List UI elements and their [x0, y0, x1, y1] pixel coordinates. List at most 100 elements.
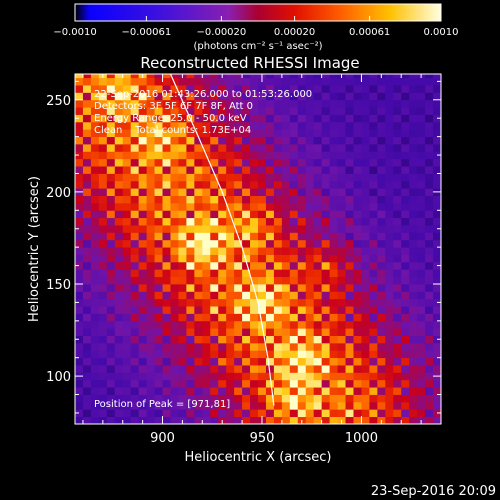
heatmap-cell [361, 261, 370, 270]
heatmap-cell [146, 180, 155, 189]
heatmap-cell [265, 121, 275, 130]
heatmap-cell [162, 335, 171, 344]
heatmap-cell [353, 276, 362, 285]
heatmap-cell [401, 173, 410, 182]
heatmap-cell [242, 114, 251, 123]
heatmap-cell [122, 254, 132, 263]
colorbar-label: (photons cm⁻² s⁻¹ asec⁻²) [193, 41, 322, 52]
heatmap-cell [289, 342, 299, 351]
heatmap-cell [90, 77, 100, 86]
heatmap-cell [218, 387, 227, 395]
heatmap-cell [122, 74, 132, 79]
heatmap-cell [313, 416, 323, 424]
heatmap-cell [281, 401, 291, 410]
heatmap-cell [258, 144, 267, 152]
heatmap-cell [369, 173, 378, 182]
heatmap-cell [154, 92, 163, 101]
heatmap-cell [417, 173, 426, 182]
annotation-energy-range: Energy Range: 25.0 - 50.0 keV [94, 113, 247, 124]
heatmap-cell [138, 136, 148, 145]
heatmap-cell [361, 365, 370, 373]
heatmap-cell [377, 136, 386, 145]
heatmap-cell [194, 394, 203, 403]
heatmap-cell [154, 225, 163, 233]
heatmap-cell [305, 357, 315, 366]
heatmap-cell [138, 284, 148, 292]
heatmap-cell [234, 136, 243, 145]
heatmap-cell [305, 99, 315, 108]
heatmap-cell [345, 239, 354, 248]
heatmap-cell [401, 401, 410, 410]
heatmap-cell [393, 372, 402, 381]
heatmap-cell [361, 151, 370, 160]
heatmap-cell [138, 77, 148, 86]
heatmap-cell [258, 136, 267, 145]
heatmap-cell [433, 195, 441, 204]
heatmap-cell [194, 74, 203, 79]
heatmap-cell [329, 342, 338, 351]
heatmap-cell [417, 269, 426, 278]
heatmap-cell [218, 136, 227, 145]
heatmap-cell [250, 401, 259, 410]
heatmap-cell [353, 158, 362, 167]
heatmap-cell [218, 269, 227, 278]
heatmap-cell [377, 291, 386, 300]
heatmap-cell [162, 188, 171, 196]
heatmap-cell [194, 210, 203, 219]
heatmap-cell [337, 202, 346, 211]
heatmap-cell [146, 173, 155, 182]
heatmap-cell [178, 291, 187, 300]
heatmap-cell [337, 401, 346, 410]
heatmap-cell [258, 180, 267, 189]
heatmap-cell [433, 394, 441, 403]
heatmap-cell [433, 85, 441, 93]
heatmap-cell [313, 158, 323, 167]
heatmap-cell [258, 261, 267, 270]
heatmap-cell [234, 247, 243, 255]
heatmap-cell [265, 416, 275, 424]
heatmap-cell [114, 166, 124, 174]
heatmap-cell [258, 121, 267, 130]
heatmap-cell [114, 261, 124, 270]
heatmap-cell [98, 158, 108, 167]
heatmap-cell [289, 210, 299, 219]
heatmap-cell [194, 416, 203, 424]
heatmap-cell [385, 74, 394, 79]
heatmap-cell [273, 401, 283, 410]
heatmap-cell [265, 136, 275, 145]
heatmap-cell [409, 284, 418, 292]
heatmap-cell [393, 247, 402, 255]
heatmap-cell [393, 269, 402, 278]
heatmap-cell [313, 151, 323, 160]
heatmap-cell [305, 342, 315, 351]
heatmap-cell [433, 232, 441, 241]
heatmap-cell [329, 239, 338, 248]
heatmap-cell [154, 276, 163, 285]
heatmap-cell [385, 247, 394, 255]
heatmap-cell [281, 114, 291, 123]
heatmap-cell [82, 85, 92, 93]
heatmap-cell [297, 99, 307, 108]
heatmap-cell [106, 328, 116, 336]
heatmap-cell [417, 232, 426, 241]
heatmap-cell [377, 195, 386, 204]
heatmap-cell [130, 409, 140, 418]
heatmap-cell [353, 350, 362, 359]
heatmap-cell [273, 313, 283, 322]
heatmap-cell [321, 92, 331, 101]
heatmap-cell [393, 202, 402, 211]
heatmap-cell [146, 350, 155, 359]
heatmap-cell [98, 225, 108, 233]
heatmap-cell [409, 77, 418, 86]
heatmap-cell [218, 210, 227, 219]
heatmap-cell [305, 92, 315, 101]
heatmap-cell [178, 121, 187, 130]
heatmap-cell [289, 180, 299, 189]
heatmap-cell [218, 313, 227, 322]
heatmap-cell [218, 85, 227, 93]
heatmap-cell [329, 74, 338, 79]
heatmap-cell [210, 173, 219, 182]
heatmap-cell [281, 409, 291, 418]
heatmap-cell [297, 284, 307, 292]
heatmap-cell [409, 306, 418, 314]
